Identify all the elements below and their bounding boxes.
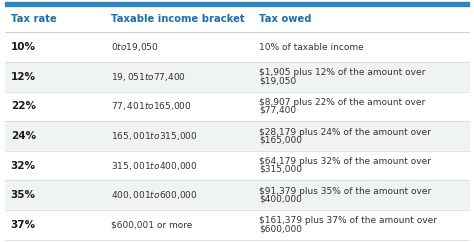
Text: $1,905 plus 12% of the amount over: $1,905 plus 12% of the amount over	[259, 68, 426, 77]
Bar	[5, 2, 469, 6]
Text: Taxable income bracket: Taxable income bracket	[110, 14, 244, 24]
Text: $600,000: $600,000	[259, 224, 302, 233]
Text: $8,907 plus 22% of the amount over: $8,907 plus 22% of the amount over	[259, 98, 426, 107]
Text: $19,050: $19,050	[259, 76, 297, 85]
Text: 24%: 24%	[11, 131, 36, 141]
Bar	[5, 62, 469, 91]
Bar	[5, 32, 469, 62]
Bar	[5, 180, 469, 210]
Text: $315,000: $315,000	[259, 165, 302, 174]
Text: $91,379 plus 35% of the amount over: $91,379 plus 35% of the amount over	[259, 187, 431, 196]
Text: $165,001 to $315,000: $165,001 to $315,000	[110, 130, 197, 142]
Text: $400,001 to $600,000: $400,001 to $600,000	[110, 189, 197, 201]
Text: $315,001 to $400,000: $315,001 to $400,000	[110, 159, 197, 172]
Text: $77,400: $77,400	[259, 106, 296, 115]
Text: $600,001 or more: $600,001 or more	[110, 220, 192, 229]
Text: $77,401 to $165,000: $77,401 to $165,000	[110, 100, 191, 112]
Text: $0 to $19,050: $0 to $19,050	[110, 41, 158, 53]
Text: 10%: 10%	[11, 42, 36, 52]
Bar	[5, 91, 469, 121]
Text: 22%: 22%	[11, 101, 36, 111]
Text: $19,051 to $77,400: $19,051 to $77,400	[110, 71, 186, 83]
Text: $64,179 plus 32% of the amount over: $64,179 plus 32% of the amount over	[259, 157, 431, 166]
Text: 10% of taxable income: 10% of taxable income	[259, 43, 364, 52]
Text: Tax rate: Tax rate	[11, 14, 56, 24]
Bar	[5, 121, 469, 151]
Text: $165,000: $165,000	[259, 135, 302, 144]
Text: $28,179 plus 24% of the amount over: $28,179 plus 24% of the amount over	[259, 128, 431, 136]
Text: 35%: 35%	[11, 190, 36, 200]
Text: 37%: 37%	[11, 220, 36, 230]
Bar	[5, 151, 469, 180]
Text: $161,379 plus 37% of the amount over: $161,379 plus 37% of the amount over	[259, 216, 438, 225]
Text: Tax owed: Tax owed	[259, 14, 312, 24]
Text: 12%: 12%	[11, 72, 36, 82]
Bar	[5, 210, 469, 240]
Bar	[5, 6, 469, 32]
Text: 32%: 32%	[11, 160, 36, 171]
Text: $400,000: $400,000	[259, 195, 302, 204]
